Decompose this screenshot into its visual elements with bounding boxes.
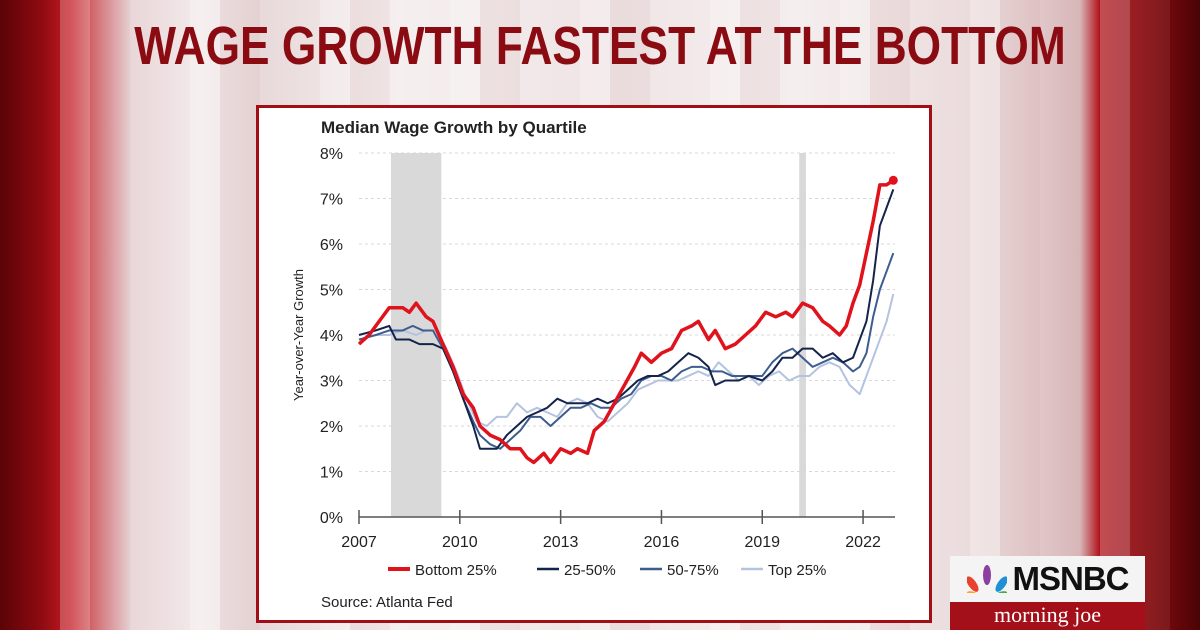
legend-label: Top 25% [768, 562, 826, 579]
y-tick-label: 8% [320, 146, 343, 163]
y-tick-label: 0% [320, 510, 343, 527]
y-axis-label: Year-over-Year Growth [291, 269, 306, 401]
x-tick-label: 2013 [543, 534, 579, 551]
legend-label: 25-50% [564, 562, 616, 579]
headline: WAGE GROWTH FASTEST AT THE BOTTOM [134, 16, 1066, 76]
series-end-marker [888, 175, 898, 185]
y-tick-label: 6% [320, 237, 343, 254]
logo-brand: MSNBC [1012, 560, 1130, 597]
y-tick-label: 2% [320, 419, 343, 436]
series-line-25-50- [358, 189, 895, 450]
nbc-peacock-icon [966, 565, 1007, 593]
series-line-bottom-25- [357, 178, 895, 465]
y-tick-label: 3% [320, 374, 343, 391]
recession-shade [799, 153, 806, 517]
x-tick-label: 2016 [644, 534, 680, 551]
msnbc-logo: MSNBC morning joe [950, 556, 1145, 630]
chart-title: Median Wage Growth by Quartile [321, 118, 587, 137]
legend-label: 50-75% [667, 562, 719, 579]
y-tick-label: 7% [320, 192, 343, 209]
y-tick-label: 5% [320, 283, 343, 300]
x-tick-label: 2022 [845, 534, 881, 551]
x-tick-label: 2019 [744, 534, 780, 551]
y-tick-label: 4% [320, 328, 343, 345]
chart-source: Source: Atlanta Fed [321, 594, 453, 611]
x-tick-label: 2010 [442, 534, 478, 551]
legend-label: Bottom 25% [415, 562, 497, 579]
logo-show: morning joe [950, 602, 1145, 630]
y-tick-label: 1% [320, 465, 343, 482]
x-tick-label: 2007 [341, 534, 377, 551]
